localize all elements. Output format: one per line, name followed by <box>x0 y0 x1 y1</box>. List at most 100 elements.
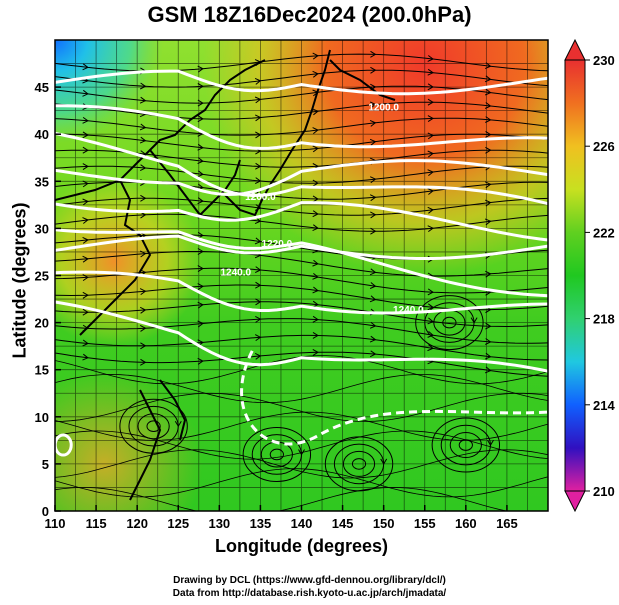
y-tick-label: 45 <box>35 80 49 95</box>
streamline-arrow <box>312 331 319 339</box>
streamline-arrow <box>470 317 478 324</box>
x-tick-label: 155 <box>414 516 436 531</box>
contour-line <box>240 350 548 446</box>
y-axis-ticks: 0 5 10 15 20 25 30 35 40 45 <box>35 80 61 519</box>
streamline-arrow <box>370 227 377 235</box>
contour-line <box>55 69 548 96</box>
streamline-arrow <box>369 138 377 146</box>
streamline-arrow <box>139 96 147 104</box>
streamline-arrow <box>82 163 89 171</box>
streamline <box>55 165 548 184</box>
streamline-arrow <box>484 352 492 360</box>
streamline <box>442 316 457 329</box>
streamline <box>55 392 548 422</box>
streamline <box>55 351 548 377</box>
streamline-arrow <box>197 283 204 291</box>
x-tick-label: 160 <box>455 516 477 531</box>
streamline-arrow <box>369 350 377 358</box>
streamline-arrow <box>485 322 492 330</box>
y-tick-label: 40 <box>35 127 49 142</box>
streamline-arrow <box>197 320 204 328</box>
streamline-arrow <box>484 88 492 96</box>
streamline-arrow <box>487 439 494 447</box>
x-tick-label: 150 <box>373 516 395 531</box>
streamline-arrow <box>312 179 319 187</box>
contour-line <box>55 159 548 197</box>
colorbar: 210 214 218 222 226 230 <box>564 38 615 513</box>
streamline-arrow <box>485 130 492 138</box>
contour-labels: 1200.0 1200.0 1220.0 1240.0 1240.0 <box>220 103 424 317</box>
streamline-arrow <box>139 82 147 90</box>
streamline-arrow <box>197 197 204 205</box>
streamline-arrow <box>197 115 204 123</box>
streamline <box>342 450 376 477</box>
streamline <box>55 69 548 88</box>
streamline <box>55 334 548 361</box>
streamline-arrow <box>255 298 262 306</box>
streamline-arrow <box>485 338 492 345</box>
streamline-arrow <box>484 102 492 109</box>
streamline-arrow <box>485 116 492 123</box>
streamline-arrow <box>484 181 492 189</box>
streamline-arrow <box>197 157 204 165</box>
streamline <box>242 426 312 482</box>
x-tick-label: 165 <box>496 516 518 531</box>
streamline <box>415 295 484 351</box>
streamline-arrow <box>312 348 319 356</box>
x-tick-label: 130 <box>208 516 230 531</box>
streamline <box>55 267 548 294</box>
x-axis-label: Longitude (degrees) <box>214 536 388 556</box>
streamline-arrow <box>370 211 377 219</box>
contour-line <box>55 201 548 242</box>
streamline-arrow <box>254 177 262 185</box>
credit-drawing: Drawing by DCL (https://www.gfd-dennou.o… <box>173 575 446 586</box>
y-tick-label: 20 <box>35 316 49 331</box>
streamline-arrow <box>197 143 204 151</box>
x-tick-label: 110 <box>45 516 66 531</box>
colorbar-tick-label: 218 <box>593 312 615 327</box>
streamline-arrow <box>369 282 377 289</box>
streamline-arrow <box>484 199 492 207</box>
streamline <box>55 449 548 479</box>
streamline <box>55 318 548 344</box>
y-tick-label: 10 <box>35 410 49 425</box>
streamline-arrow <box>427 188 434 195</box>
streamline <box>55 197 548 216</box>
streamline-arrow <box>82 339 89 347</box>
streamline-arrow <box>369 321 377 329</box>
streamline-arrow <box>312 300 319 308</box>
streamline-arrow <box>139 164 147 172</box>
x-tick-label: 145 <box>332 516 354 531</box>
colorbar-tick-label: 226 <box>593 139 615 154</box>
streamline-arrow <box>197 248 204 255</box>
streamline-arrow <box>82 131 89 139</box>
contour-line <box>55 234 548 260</box>
streamline-arrow <box>484 75 492 83</box>
contour-line <box>55 270 548 315</box>
streamline-arrow <box>254 237 262 245</box>
streamline-arrow <box>82 255 89 263</box>
streamline-arrow <box>312 127 319 134</box>
streamline-arrow <box>82 308 89 316</box>
streamline-arrow <box>82 63 89 71</box>
streamline-arrow <box>254 114 262 122</box>
streamline-arrow <box>139 123 147 131</box>
streamline-arrow <box>82 89 89 97</box>
streamline-arrow <box>427 83 434 91</box>
y-axis-label: Latitude (degrees) <box>9 202 30 359</box>
streamline-arrow <box>369 194 377 202</box>
streamline-arrow <box>485 270 492 278</box>
streamline-arrow <box>82 180 89 188</box>
streamline-arrow <box>139 211 147 219</box>
contour-label: 1200.0 <box>368 103 399 114</box>
streamline-arrow <box>427 169 434 176</box>
streamline-arrow <box>427 206 434 214</box>
streamline-arrow <box>254 266 262 274</box>
streamline-arrow <box>82 353 89 361</box>
streamline <box>55 117 548 136</box>
streamline <box>119 398 188 454</box>
streamline-arrow <box>197 231 204 239</box>
streamline-arrow <box>82 274 89 282</box>
contour-line <box>55 104 548 150</box>
streamline-arrow <box>82 217 89 224</box>
